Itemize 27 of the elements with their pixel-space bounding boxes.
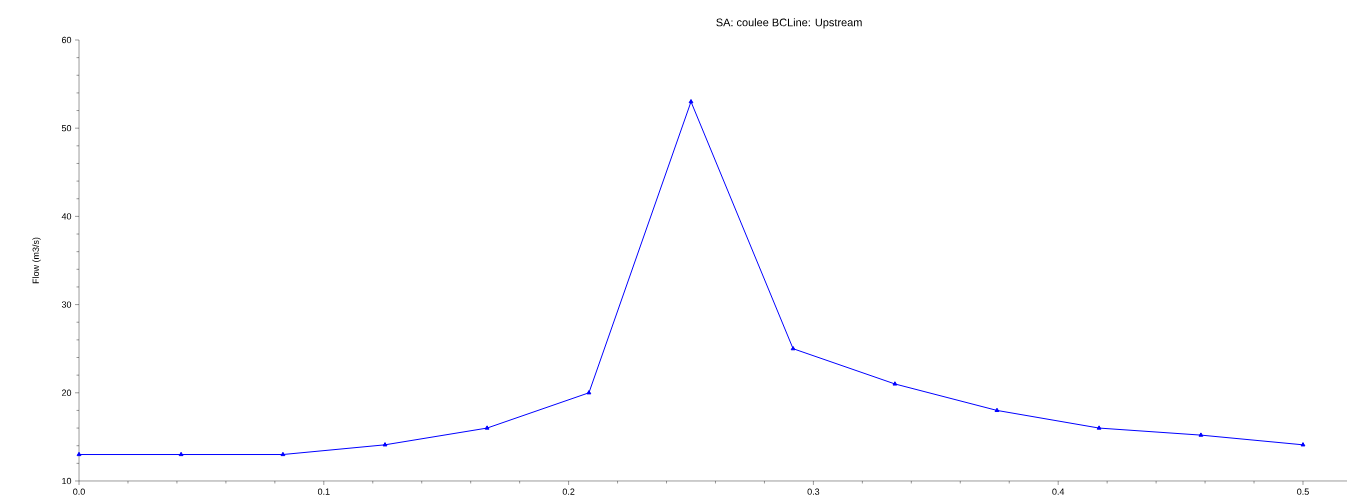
y-tick-label: 50 [61,125,72,132]
point [280,451,286,457]
point [382,442,388,447]
x-tick-label: 0.5 [1297,488,1309,495]
point [688,99,694,104]
x-tick-label: 0.0 [73,488,85,495]
y-axis-title: Flow (m3/s) [32,237,41,284]
point [790,345,796,351]
x-tick-label: 0.3 [807,488,820,495]
point [994,407,1000,413]
x-tick-label: 0.2 [562,488,575,495]
x-tick-label: 0.4 [1052,488,1065,495]
y-tick-label: 30 [61,301,72,308]
point [586,390,592,395]
y-tick-label: 40 [61,213,72,220]
point [484,425,490,430]
point [1300,442,1306,447]
chart-title: SA: coulee BCLine: Upstream [716,18,862,29]
point [892,381,898,386]
point [1198,432,1204,437]
point [178,451,184,457]
y-tick-label: 60 [61,36,72,44]
y-tick-label: 20 [61,389,72,396]
x-tick-label: 0.1 [317,488,330,495]
point [1096,425,1102,430]
y-tick-label: 10 [62,477,72,485]
point [76,451,82,457]
